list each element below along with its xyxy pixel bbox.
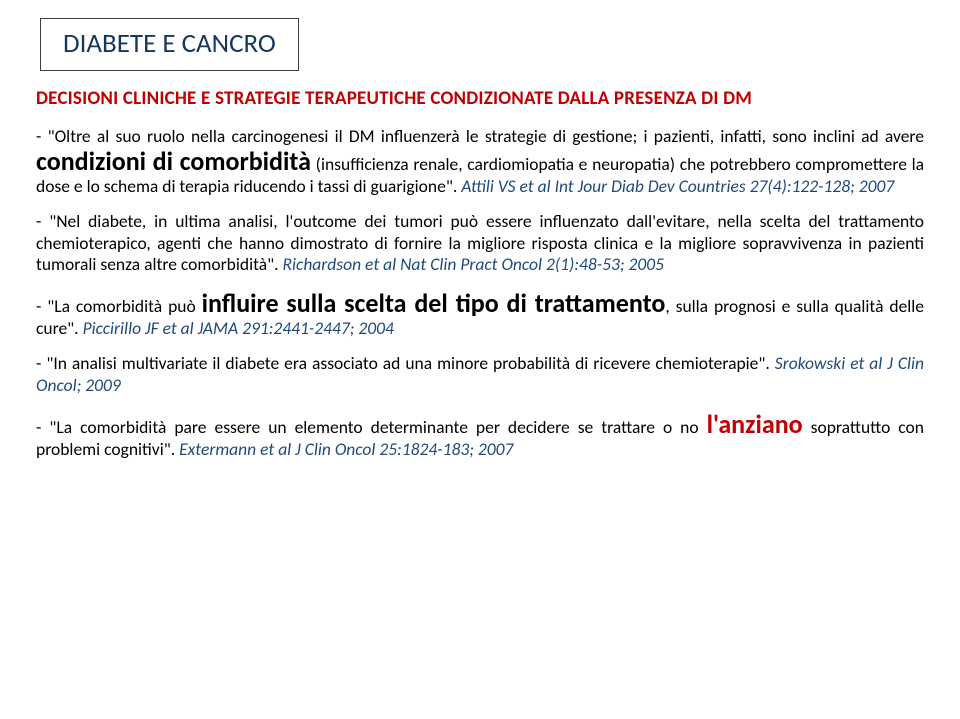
- p5-citation: Extermann et al J Clin Oncol 25:1824-183…: [179, 438, 513, 460]
- paragraph-5: - "La comorbidità pare essere un element…: [36, 410, 924, 460]
- p5-text-a: - "La comorbidità pare essere un element…: [36, 416, 707, 438]
- p1-emphasis: condizioni di comorbidità: [36, 145, 311, 177]
- paragraph-4: - "In analisi multivariate il diabete er…: [36, 353, 924, 396]
- page-title: DIABETE E CANCRO: [63, 27, 276, 60]
- p1-text-a: - "Oltre al suo ruolo nella carcinogenes…: [36, 125, 924, 147]
- title-box: DIABETE E CANCRO: [40, 18, 299, 71]
- p4-text-a: - "In analisi multivariate il diabete er…: [36, 352, 775, 374]
- p5-emphasis: l'anziano: [707, 408, 803, 440]
- paragraph-2: - "Nel diabete, in ultima analisi, l'out…: [36, 211, 924, 275]
- p3-text-a: - "La comorbidità può: [36, 295, 202, 317]
- p1-citation: Attili VS et al Int Jour Diab Dev Countr…: [461, 175, 894, 197]
- paragraph-3: - "La comorbidità può influire sulla sce…: [36, 289, 924, 339]
- p3-citation: Piccirillo JF et al JAMA 291:2441-2447; …: [83, 317, 394, 339]
- p2-citation: Richardson et al Nat Clin Pract Oncol 2(…: [283, 253, 664, 275]
- paragraph-1: - "Oltre al suo ruolo nella carcinogenes…: [36, 126, 924, 197]
- subtitle: DECISIONI CLINICHE E STRATEGIE TERAPEUTI…: [36, 87, 924, 110]
- p3-emphasis: influire sulla scelta del tipo di tratta…: [202, 287, 666, 319]
